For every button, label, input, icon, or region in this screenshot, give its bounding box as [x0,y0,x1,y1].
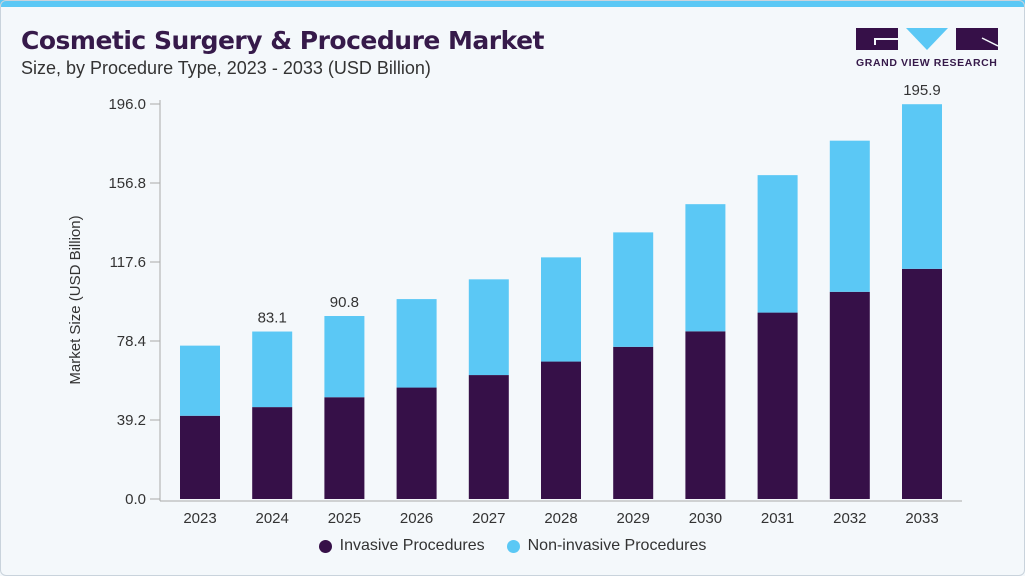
top-accent-stripe [0,0,1025,7]
x-tick-label: 2032 [833,510,866,527]
x-tick-label: 2026 [400,510,433,527]
x-tick-label: 2023 [183,510,216,527]
bar-invasive-2025 [324,397,365,499]
bar-invasive-2030 [685,331,726,499]
x-tick-label: 2024 [256,510,289,527]
bar-non-invasive-2030 [685,204,726,332]
x-tick-label: 2027 [472,510,505,527]
y-tick-label: 78.4 [117,333,146,350]
legend-item-non-invasive: Non-invasive Procedures [506,537,707,555]
bar-non-invasive-2026 [396,299,437,388]
bar-non-invasive-2024 [252,331,293,408]
legend: Invasive Procedures Non-invasive Procedu… [0,537,1025,555]
bar-non-invasive-2027 [468,279,509,376]
legend-swatch-non-invasive [506,539,520,553]
x-tick-label: 2031 [761,510,794,527]
chart-subtitle: Size, by Procedure Type, 2023 - 2033 (US… [21,58,431,78]
y-axis-label: Market Size (USD Billion) [67,215,84,384]
y-tick-label: 39.2 [117,412,146,429]
bar-non-invasive-2033 [902,104,942,269]
bar-invasive-2026 [396,387,437,499]
data-label-2033: 195.9 [903,82,941,99]
data-label-2025: 90.8 [330,294,359,311]
y-tick-label: 156.8 [108,175,146,192]
bar-invasive-2027 [468,375,509,499]
data-label-2024: 83.1 [258,310,287,327]
bar-non-invasive-2023 [180,345,220,416]
x-tick-label: 2028 [544,510,577,527]
legend-label-non-invasive: Non-invasive Procedures [527,537,707,554]
legend-swatch-invasive [318,539,332,553]
bar-invasive-2028 [541,361,581,499]
bar-invasive-2031 [757,312,798,499]
bar-invasive-2023 [180,415,220,499]
bar-invasive-2024 [252,407,293,499]
x-tick-label: 2033 [905,510,938,527]
bar-invasive-2033 [902,268,942,499]
y-tick-label: 0.0 [125,491,146,508]
legend-label-invasive: Invasive Procedures [339,537,485,554]
logo-text: GRAND VIEW RESEARCH [856,57,998,69]
bar-invasive-2032 [829,291,870,499]
y-tick-label: 117.6 [110,254,146,271]
bar-non-invasive-2031 [757,175,798,313]
bar-non-invasive-2028 [541,257,581,362]
grand-view-research-logo [856,28,998,50]
legend-item-invasive: Invasive Procedures [318,537,485,555]
bar-non-invasive-2029 [613,232,654,347]
x-tick-label: 2029 [617,510,650,527]
chart-title: Cosmetic Surgery & Procedure Market [21,26,545,55]
bar-invasive-2029 [613,346,654,499]
x-tick-label: 2025 [328,510,361,527]
bar-non-invasive-2032 [829,140,870,292]
x-tick-label: 2030 [689,510,722,527]
y-tick-label: 196.0 [108,96,146,113]
bar-non-invasive-2025 [324,316,365,398]
